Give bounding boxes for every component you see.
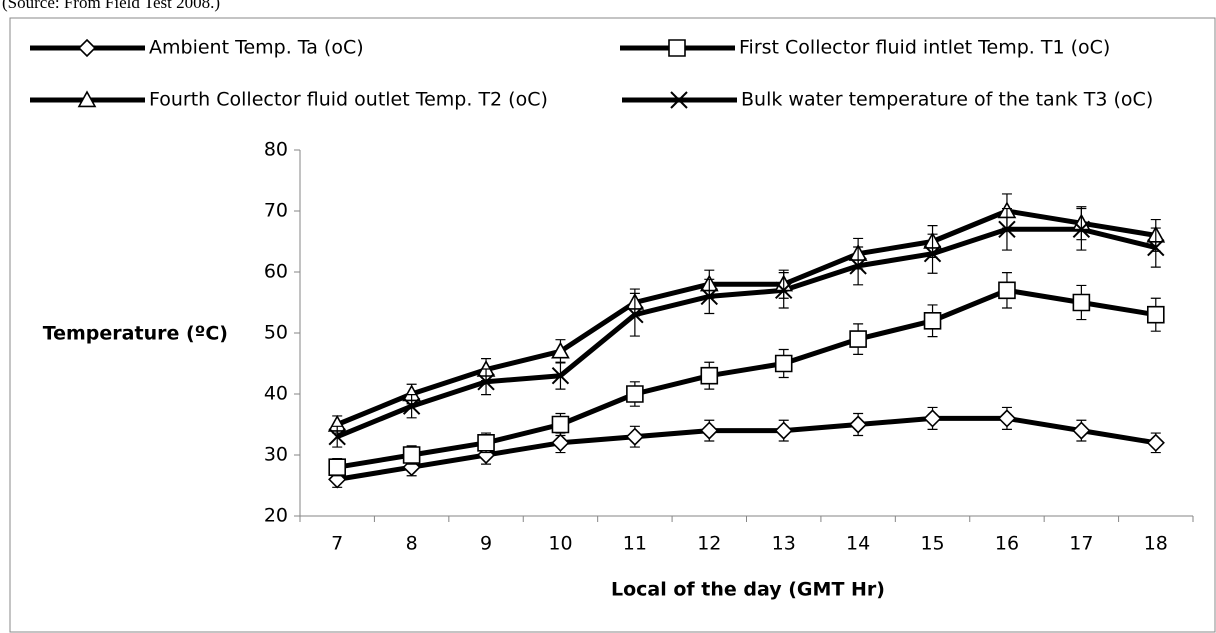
marker (997, 409, 1017, 428)
marker (328, 458, 347, 476)
marker (477, 434, 495, 452)
marker (626, 385, 644, 403)
marker (1072, 220, 1091, 239)
x-tick-label: 15 (920, 533, 944, 555)
series-line (336, 415, 1157, 482)
marker (77, 90, 97, 108)
marker (626, 305, 644, 324)
x-tick-label: 12 (697, 533, 721, 555)
x-tick-label: 13 (772, 533, 796, 555)
x-tick-label: 9 (480, 533, 492, 555)
y-tick-label: 50 (264, 322, 288, 344)
legend-label: Bulk water temperature of the tank T3 (o… (741, 89, 1153, 111)
series-line (336, 208, 1157, 427)
marker (923, 244, 942, 263)
y-tick-label: 20 (264, 505, 288, 527)
marker (700, 287, 718, 306)
x-tick-label: 17 (1069, 533, 1093, 555)
marker (551, 366, 570, 385)
x-tick-label: 14 (846, 533, 870, 555)
marker (849, 257, 867, 275)
legend-label: Fourth Collector fluid outlet Temp. T2 (… (149, 89, 548, 111)
y-tick-label: 30 (264, 444, 288, 466)
x-axis-label: Local of the day (GMT Hr) (611, 579, 885, 601)
marker (848, 415, 868, 434)
marker (477, 373, 495, 391)
marker (923, 409, 942, 428)
marker (849, 330, 867, 348)
marker (700, 366, 719, 385)
marker (775, 281, 793, 300)
series-line (336, 287, 1157, 470)
marker (998, 220, 1016, 239)
y-tick-label: 80 (264, 139, 288, 161)
y-axis-label: Temperature (ºC) (43, 323, 228, 345)
marker (402, 397, 421, 415)
x-tick-label: 7 (331, 533, 343, 555)
chart-border (9, 17, 1216, 633)
x-tick-label: 11 (623, 533, 647, 555)
marker (1072, 293, 1091, 312)
marker (998, 281, 1016, 300)
marker (402, 446, 421, 464)
marker (700, 421, 719, 440)
marker (1072, 421, 1091, 440)
legend-label: Ambient Temp. Ta (oC) (149, 37, 364, 59)
x-tick-label: 16 (995, 533, 1019, 555)
source-note: (Source: From Field Test 2008.) (2, 0, 220, 12)
legend-label: First Collector fluid intlet Temp. T1 (o… (739, 37, 1110, 59)
x-tick-label: 18 (1144, 533, 1168, 555)
x-tick-label: 10 (548, 533, 572, 555)
marker (1147, 238, 1165, 257)
marker (1146, 305, 1165, 324)
marker (774, 421, 793, 440)
y-tick-label: 60 (264, 261, 288, 283)
y-tick-label: 70 (264, 200, 288, 222)
marker (668, 39, 686, 57)
marker (625, 427, 645, 446)
marker (551, 433, 570, 452)
y-tick-label: 40 (264, 383, 288, 405)
marker (670, 91, 688, 109)
x-tick-label: 8 (406, 533, 418, 555)
series-line (336, 226, 1157, 440)
marker (923, 312, 942, 330)
marker (551, 341, 570, 359)
marker (551, 415, 570, 434)
marker (328, 427, 346, 446)
marker (1146, 433, 1165, 452)
marker (774, 354, 793, 373)
marker (77, 38, 97, 58)
